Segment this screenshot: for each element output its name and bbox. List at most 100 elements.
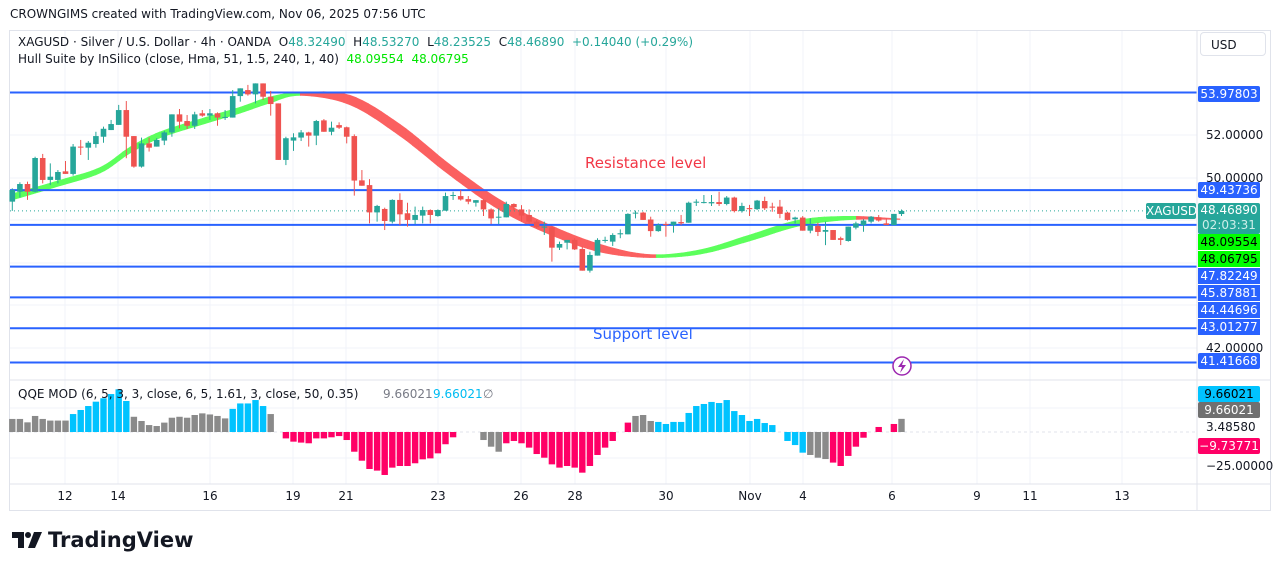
hull-band-segment	[147, 135, 152, 144]
hull-band-segment	[91, 168, 97, 177]
qqe-bar	[358, 432, 366, 461]
candle-body	[93, 136, 99, 145]
hull-band-segment	[668, 253, 676, 258]
candle-body	[579, 248, 586, 271]
qqe-bar	[586, 432, 594, 466]
candle-body	[693, 201, 700, 203]
hull-band-segment	[280, 93, 285, 100]
hull-band-segment	[849, 216, 857, 221]
qqe-bar	[890, 423, 898, 432]
candle-body	[275, 103, 282, 160]
hull-band-segment	[104, 162, 109, 172]
qqe-bar	[297, 432, 305, 443]
hull-legend[interactable]: Hull Suite by InSilico (close, Hma, 51, …	[18, 52, 469, 66]
candle-body	[412, 214, 418, 220]
candle	[207, 108, 213, 120]
candle-body	[784, 212, 791, 220]
candle	[222, 110, 228, 120]
qqe-bar	[290, 432, 297, 442]
candle	[609, 233, 616, 246]
candle-body	[883, 223, 890, 226]
qqe-bar	[685, 412, 692, 432]
hull-band-segment	[336, 92, 344, 103]
hull-band-segment	[244, 103, 249, 113]
hull-band-segment	[81, 172, 87, 181]
candle-body	[389, 199, 396, 222]
time-axis-label: 9	[973, 489, 981, 503]
currency-button[interactable]: USD	[1200, 32, 1266, 56]
hull-band-segment	[155, 131, 160, 141]
qqe-bar	[214, 415, 221, 432]
symbol-title[interactable]: XAGUSD · Silver / U.S. Dollar · 4h · OAN…	[18, 35, 272, 49]
candle-body	[731, 197, 738, 212]
resistance-label: Resistance level	[585, 154, 707, 172]
candle-body	[617, 233, 624, 235]
qqe-bar	[313, 432, 320, 439]
candle-body	[321, 120, 327, 132]
qqe-bar	[518, 432, 525, 444]
candle-body	[161, 132, 168, 141]
hull-band-segment	[705, 246, 713, 254]
hull-band-segment	[235, 106, 241, 115]
candle-body	[32, 158, 38, 192]
candle	[9, 188, 16, 211]
candle	[404, 202, 411, 227]
lightning-icon[interactable]	[892, 356, 912, 376]
hull-band-segment	[65, 176, 72, 185]
hull-value-2: 48.06795	[411, 52, 469, 66]
candle	[100, 126, 107, 143]
qqe-bar	[9, 418, 16, 432]
price-tick: 50.00000	[1206, 171, 1264, 185]
candle-body	[290, 137, 297, 141]
qqe-bar	[814, 432, 822, 458]
candle-body	[39, 158, 46, 180]
hull-band-segment	[493, 195, 501, 211]
hull-band-segment	[637, 252, 645, 258]
candle-body	[860, 220, 867, 226]
hull-band-segment	[276, 94, 281, 101]
qqe-bar	[624, 422, 632, 432]
candle-body	[526, 214, 532, 222]
hull-band-segment	[884, 217, 892, 220]
candle	[898, 209, 905, 216]
time-axis-label: 11	[1022, 489, 1038, 503]
qqe-bar	[852, 432, 860, 447]
qqe-bar	[845, 432, 852, 456]
hull-band-segment	[100, 164, 105, 174]
candle	[853, 221, 859, 230]
price-tick: 42.00000	[1206, 341, 1264, 355]
candle-body	[685, 202, 692, 223]
candle-body	[115, 110, 122, 125]
qqe-bar	[153, 426, 160, 432]
last-price-value: 48.46890	[1200, 203, 1258, 217]
candle-body	[594, 239, 601, 256]
candle	[351, 134, 358, 196]
hull-band-segment	[630, 251, 638, 258]
qqe-bar	[594, 432, 601, 455]
candle	[343, 126, 350, 144]
candle	[868, 216, 874, 224]
candle	[47, 163, 54, 186]
candle	[495, 208, 502, 225]
qqe-bar	[145, 425, 153, 432]
candle	[701, 194, 707, 204]
hull-band-segment	[283, 92, 288, 99]
qqe-bar	[31, 415, 39, 432]
candle	[381, 207, 388, 231]
qqe-bar	[639, 415, 647, 432]
qqe-bar	[115, 389, 122, 432]
candle	[169, 114, 175, 137]
hull-band-segment	[287, 92, 292, 98]
candle	[549, 226, 555, 262]
candle-body	[723, 197, 730, 205]
candle	[123, 101, 130, 159]
candle	[374, 204, 380, 222]
hull-band-segment	[258, 98, 264, 107]
candle	[503, 201, 510, 218]
qqe-bar	[525, 432, 533, 448]
hull-band-segment	[53, 179, 61, 188]
last-price-tag: 48.46890 02:03:31	[1198, 203, 1260, 234]
candle-body	[419, 210, 426, 216]
qqe-legend[interactable]: QQE MOD (6, 5, 3, 3, close, 6, 5, 1.61, …	[18, 387, 358, 401]
